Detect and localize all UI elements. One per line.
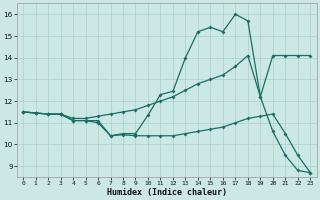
X-axis label: Humidex (Indice chaleur): Humidex (Indice chaleur) [107, 188, 227, 197]
